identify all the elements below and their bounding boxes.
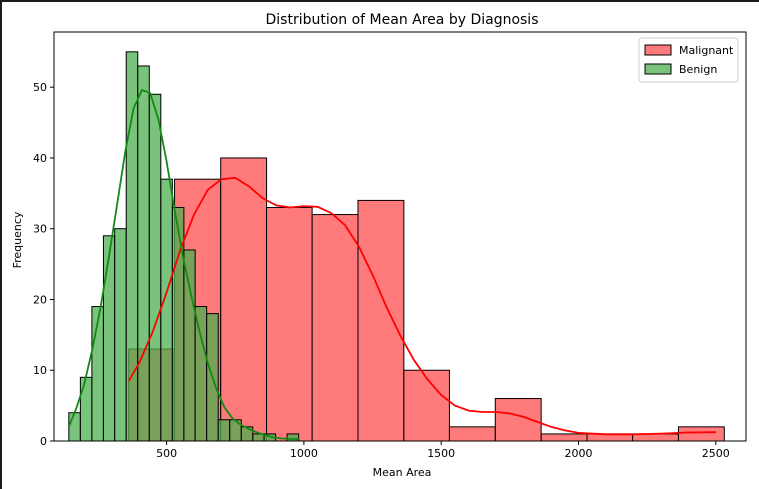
benign-bar bbox=[125, 51, 139, 442]
plot-area bbox=[67, 51, 725, 442]
malignant-kde-line bbox=[127, 176, 716, 436]
malignant-bar bbox=[266, 206, 313, 442]
malignant-bar bbox=[357, 199, 405, 442]
malignant-bar bbox=[494, 398, 542, 442]
benign-bar bbox=[68, 412, 81, 442]
x-tick-label: 2500 bbox=[702, 447, 730, 460]
benign-kde-line bbox=[67, 88, 299, 441]
legend: Malignant Benign bbox=[638, 37, 739, 83]
benign-bar bbox=[217, 419, 231, 442]
y-tick-label: 30 bbox=[33, 223, 47, 236]
benign-bar bbox=[148, 93, 162, 442]
y-axis-label: Frequency bbox=[11, 211, 24, 268]
benign-bar bbox=[114, 228, 127, 442]
malignant-bar bbox=[403, 369, 450, 442]
y-tick-label: 50 bbox=[33, 81, 47, 94]
axes: 500 1000 1500 2000 2500 0 10 20 30 40 50 bbox=[33, 31, 747, 460]
benign-legend-swatch bbox=[644, 63, 672, 75]
x-tick-label: 2000 bbox=[564, 447, 592, 460]
y-tick-label: 10 bbox=[33, 364, 47, 377]
malignant-bar bbox=[540, 433, 588, 442]
x-tick-label: 1000 bbox=[290, 447, 318, 460]
benign-bar bbox=[171, 206, 185, 442]
benign-legend-label: Benign bbox=[679, 63, 717, 76]
benign-bar bbox=[194, 306, 208, 442]
axes-frame bbox=[53, 31, 747, 442]
malignant-bar bbox=[311, 214, 359, 442]
y-tick-label: 20 bbox=[33, 293, 47, 306]
x-axis-label: Mean Area bbox=[373, 466, 432, 479]
malignant-legend-swatch bbox=[644, 44, 672, 56]
benign-bar bbox=[183, 249, 196, 442]
malignant-legend-label: Malignant bbox=[679, 44, 734, 57]
benign-bar bbox=[137, 65, 150, 442]
benign-bar bbox=[160, 178, 173, 442]
malignant-bar bbox=[677, 426, 725, 442]
x-tick-label: 500 bbox=[156, 447, 177, 460]
benign-bar bbox=[79, 376, 93, 442]
benign-bar bbox=[102, 235, 116, 442]
x-tick-label: 1500 bbox=[427, 447, 455, 460]
malignant-bar bbox=[220, 157, 268, 442]
y-tick-label: 40 bbox=[33, 152, 47, 165]
y-tick-label: 0 bbox=[40, 435, 47, 448]
chart-title: Distribution of Mean Area by Diagnosis bbox=[265, 12, 538, 28]
malignant-bar bbox=[448, 426, 496, 442]
